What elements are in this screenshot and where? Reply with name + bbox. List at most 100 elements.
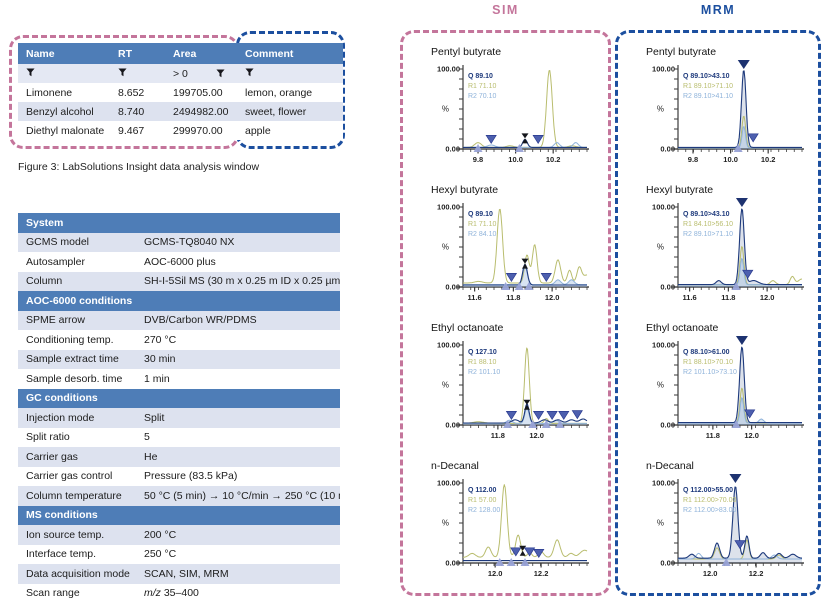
y-axis-title: % <box>442 381 449 390</box>
y-axis-title: % <box>657 243 664 252</box>
condition-label: GCMS model <box>18 232 136 252</box>
filter-funnel-icon[interactable] <box>245 67 254 77</box>
table-row: GCMS model GCMS-TQ8040 NX <box>18 232 340 252</box>
area-filter[interactable]: > 0 <box>173 68 237 80</box>
peak-marker <box>734 540 746 550</box>
conditions-table: System GCMS model GCMS-TQ8040 NX Autosample… <box>18 213 340 603</box>
filter-funnel-icon[interactable] <box>118 67 127 77</box>
condition-value: DVB/Carbon WR/PDMS <box>136 310 340 330</box>
table-cell: apple <box>237 121 343 140</box>
table-row: Split ratio 5 <box>18 427 340 447</box>
section-header: System <box>18 213 340 233</box>
section-header-row: System <box>18 213 340 233</box>
legend-r2: R2 101.10>73.10 <box>683 369 737 376</box>
chart-plot: 100.00 0.00% 11.8 12.0 Q 88.10>61.00 R1 88.10… <box>652 336 804 440</box>
chart-plot: 100.00 0.00% 11.8 12.0 Q 127.10 R1 88.10 R2 10… <box>437 341 589 440</box>
legend-q: Q 89.10>43.10 <box>683 211 730 218</box>
column-header[interactable]: Comment <box>237 43 343 64</box>
peak-marker <box>533 549 545 559</box>
x-axis-tick-label: 10.0 <box>723 155 738 164</box>
x-axis-tick-label: 12.0 <box>703 569 718 578</box>
series-line-q <box>678 70 802 148</box>
peak-start-marker <box>506 558 516 566</box>
legend-q: Q 127.10 <box>468 349 497 356</box>
x-axis-tick-label: 12.2 <box>534 569 549 578</box>
peak-marker <box>505 273 518 283</box>
column-header[interactable]: RT <box>110 43 165 64</box>
peak-marker <box>558 411 570 421</box>
condition-label: Sample extract time <box>18 349 136 369</box>
section-header: MS conditions <box>18 505 340 525</box>
x-axis-tick-label: 12.0 <box>488 569 503 578</box>
mrm-panel-label: MRM <box>700 3 736 17</box>
filter-funnel-icon[interactable] <box>216 69 225 78</box>
filter-value: > 0 <box>173 67 188 80</box>
legend-q: Q 88.10>61.00 <box>683 349 730 356</box>
legend-q: Q 89.10 <box>468 73 493 80</box>
y-axis-max-label: 100.00 <box>652 479 675 488</box>
peak-marker <box>747 133 759 143</box>
peak-start-marker <box>520 558 530 566</box>
condition-value: 1 min <box>136 369 340 389</box>
table-row: Scan range m/z 35–400 <box>18 583 340 603</box>
peak-marker <box>540 273 552 283</box>
column-header[interactable]: Name <box>18 43 110 64</box>
table-cell: 9.467 <box>110 121 165 140</box>
condition-value: m/z 35–400 <box>136 583 340 603</box>
condition-label: Sample desorb. time <box>18 369 136 389</box>
series-line-q <box>678 346 802 424</box>
condition-value: GCMS-TQ8040 NX <box>136 232 340 252</box>
y-axis-max-label: 100.00 <box>437 203 460 212</box>
y-axis-min-label: 0.00 <box>660 559 675 568</box>
table-row: Column temperature 50 °C (5 min) → 10 °C/… <box>18 486 340 506</box>
condition-label: Injection mode <box>18 408 136 428</box>
peak-start-marker <box>495 558 505 566</box>
section-header: AOC-6000 conditions <box>18 291 340 311</box>
chart-n-decanal-mrm: n-Decanal 100.00 0.00% 12.0 12.2 Q 112.00>55.… <box>624 459 818 597</box>
results-header-row: Name RT Area Comment <box>18 43 343 64</box>
chart-title: Hexyl butyrate <box>646 184 714 196</box>
legend-r1: R1 88.10 <box>468 359 497 366</box>
legend-q: Q 112.00>55.00 <box>683 487 733 494</box>
condition-label: Column <box>18 271 136 291</box>
filter-funnel-icon[interactable] <box>26 67 35 77</box>
legend-q: Q 112.00 <box>468 487 497 494</box>
y-axis-title: % <box>442 519 449 528</box>
table-cell: Limonene <box>18 83 110 102</box>
y-axis-min-label: 0.00 <box>660 283 675 292</box>
series-line-q <box>463 403 588 424</box>
series-line-q <box>678 208 802 286</box>
chart-ethyl-octanoate-sim: Ethyl octanoate 100.00 0.00% 11.8 12.0 Q 127.… <box>409 321 608 459</box>
chart-title: Pentyl butyrate <box>431 46 502 58</box>
peak-marker <box>485 135 497 145</box>
column-header[interactable]: Area <box>165 43 237 64</box>
chart-pentyl-butyrate-mrm: Pentyl butyrate 100.00 0.00% 9.8 10.0 10.2 Q 8… <box>624 45 818 183</box>
peak-top-marker <box>523 399 531 405</box>
chart-pentyl-butyrate-sim: Pentyl butyrate 100.00 0.00% 9.8 10.0 10.2 Q 8… <box>409 45 608 183</box>
condition-value: Split <box>136 408 340 428</box>
section-header-row: AOC-6000 conditions <box>18 291 340 311</box>
legend-q: Q 89.10 <box>468 211 493 218</box>
x-axis-tick-label: 12.2 <box>749 569 764 578</box>
chart-title: Ethyl octanoate <box>431 322 504 334</box>
condition-label: Carrier gas control <box>18 466 136 486</box>
condition-label: Carrier gas <box>18 447 136 467</box>
peak-start-marker <box>721 558 731 566</box>
condition-value: 50 °C (5 min) → 10 °C/min → 250 °C (10 m… <box>136 486 340 506</box>
y-axis-min-label: 0.00 <box>445 283 460 292</box>
filter-cell: > 0 <box>165 64 237 83</box>
condition-label: SPME arrow <box>18 310 136 330</box>
peak-marker <box>744 409 756 419</box>
x-axis-tick-label: 11.8 <box>491 431 505 440</box>
y-axis-title: % <box>442 105 449 114</box>
table-cell: 299970.00 <box>165 121 237 140</box>
table-row: SPME arrow DVB/Carbon WR/PDMS <box>18 310 340 330</box>
chart-title: n-Decanal <box>431 460 479 472</box>
chart-plot: 100.00 0.00% 11.6 11.8 12.0 Q 89.10>43.10 R1 8… <box>652 198 804 302</box>
sim-panel-label: SIM <box>492 3 519 17</box>
x-axis-tick-label: 12.0 <box>760 293 775 302</box>
condition-value: He <box>136 447 340 467</box>
filter-cell <box>18 64 110 83</box>
condition-value: Pressure (83.5 kPa) <box>136 466 340 486</box>
sim-panel-box: Pentyl butyrate 100.00 0.00% 9.8 10.0 10.2 Q 8… <box>400 30 611 596</box>
